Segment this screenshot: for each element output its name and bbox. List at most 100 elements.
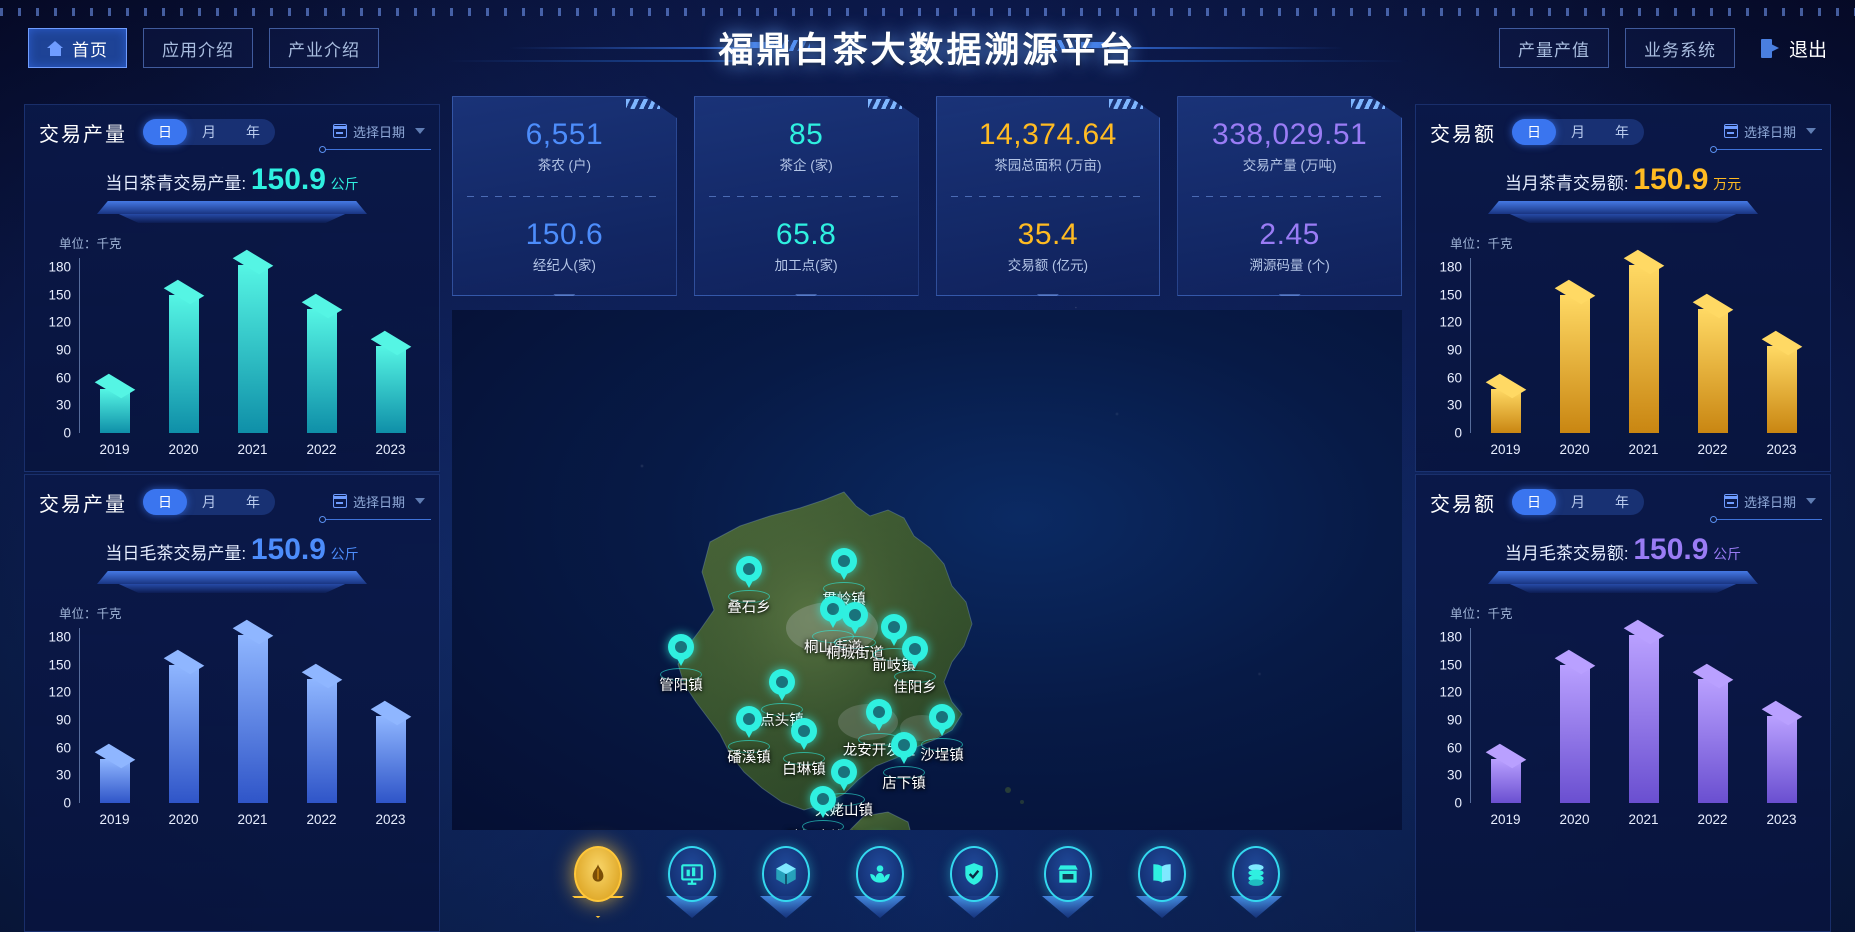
chart-bar-cell[interactable]: 2022 [287,663,356,827]
map-pin[interactable]: 佳阳乡 [893,636,937,696]
map-pin[interactable]: 店下镇 [882,732,926,792]
chart-bar[interactable] [1692,663,1733,803]
map-pin[interactable]: 管阳镇 [659,634,703,694]
region-map[interactable]: 叠石乡 贯岭镇 桐山街道 桐城街道 前岐镇 佳阳乡 管阳镇 点头镇 白琳镇 磻溪镇 龙安开发区 沙埕镇… [452,310,1402,830]
period-option-month[interactable]: 月 [1571,124,1585,140]
chart-bar[interactable] [370,330,411,433]
rail-item-store[interactable] [1042,846,1094,918]
period-option-day[interactable]: 日 [143,119,187,145]
period-option-day[interactable]: 日 [143,489,187,515]
rail-item-chart-board[interactable] [666,846,718,918]
chart-bar-cell[interactable]: 2022 [1678,293,1747,457]
kpi-card-enterprises[interactable]: 85 茶企 (家) 65.8 加工点(家) [693,96,919,296]
chart-bar[interactable] [1761,700,1802,803]
rail-item-hands-plant[interactable] [854,846,906,918]
nav-item-business-system[interactable]: 业务系统 [1624,28,1735,68]
chart-bar-cell[interactable]: 2020 [1540,649,1609,827]
date-picker[interactable]: 选择日期 [1709,492,1822,523]
date-picker-handle[interactable] [318,145,326,153]
chart-bar[interactable] [301,293,342,433]
chart-bar[interactable] [1485,743,1526,803]
chart-bar-cell[interactable]: 2022 [1678,663,1747,827]
chart-bar-cell[interactable]: 2023 [1747,330,1816,457]
chart-bar-cell[interactable]: 2019 [1471,373,1540,457]
date-picker-handle[interactable] [1709,515,1717,523]
nav-item-home[interactable]: 首页 [28,28,127,68]
chart-bar[interactable] [1623,250,1664,433]
chart-bar-cell[interactable]: 2019 [1471,743,1540,827]
chart-bar-top-cap [301,663,343,690]
chart-bar[interactable] [163,649,204,803]
period-option-day[interactable]: 日 [1512,119,1556,145]
chart-bar-cell[interactable]: 2020 [149,279,218,457]
chart-bar-cell[interactable]: 2022 [287,293,356,457]
chart-bar[interactable] [94,743,135,803]
rail-item-coins[interactable] [1230,846,1282,918]
nav-item-output-value[interactable]: 产量产值 [1498,28,1609,68]
period-option-year[interactable]: 年 [246,494,260,510]
map-pin[interactable]: 桐城街道 [826,602,884,662]
chart-bar[interactable] [1761,330,1802,433]
panel-trade-volume-fresh: 交易产量 日 月 年 选择日期 当日茶青交易产量: 150.9 公斤 单位：千克… [24,104,440,472]
period-option-year[interactable]: 年 [246,124,260,140]
chart-bar[interactable] [94,373,135,433]
chart-bar-cell[interactable]: 2020 [1540,279,1609,457]
kpi-card-farmers[interactable]: 6,551 茶农 (户) 150.6 经纪人(家) [452,96,677,296]
date-picker-handle[interactable] [318,515,326,523]
rail-item-cube-box[interactable] [760,846,812,918]
chart-bar[interactable] [232,250,273,433]
chart-bar-cell[interactable]: 2021 [218,620,287,827]
y-axis-tick-label: 0 [63,795,71,811]
chart-y-axis: 180 150 120 90 60 30 0 [1426,258,1470,441]
chart-bar[interactable] [163,279,204,433]
chart-bar-cell[interactable]: 2023 [356,330,425,457]
map-pin[interactable]: 点头镇 [760,669,804,729]
chart-bar-cell[interactable]: 2019 [80,743,149,827]
period-option-month[interactable]: 月 [202,494,216,510]
rail-item-shield-check[interactable] [948,846,1000,918]
date-picker[interactable]: 选择日期 [318,122,431,153]
map-pin[interactable]: 沙埕镇 [920,704,964,764]
nav-item-industry-intro-label: 产业介绍 [288,40,360,60]
map-pin[interactable]: 龙安开发区 [843,699,915,759]
chart-bar[interactable] [370,700,411,803]
date-picker-handle[interactable] [1709,145,1717,153]
chart-bar[interactable] [232,620,273,803]
chart-bar-cell[interactable]: 2021 [218,250,287,457]
chart-bar-cell[interactable]: 2023 [1747,700,1816,827]
period-option-month[interactable]: 月 [202,124,216,140]
chart-bar-cell[interactable]: 2020 [149,649,218,827]
nav-item-app-intro[interactable]: 应用介绍 [143,28,253,68]
date-picker[interactable]: 选择日期 [1709,122,1822,153]
map-pin[interactable]: 硖门畲族乡 [802,786,844,830]
chart-bar-cell[interactable]: 2021 [1609,250,1678,457]
period-option-day[interactable]: 日 [1512,489,1556,515]
chart-bar-cell[interactable]: 2019 [80,373,149,457]
map-pin[interactable]: 贯岭镇 [822,548,866,608]
map-pin[interactable]: 太姥山镇 [815,759,873,819]
chart-bar[interactable] [1623,620,1664,803]
chart-bar-cell[interactable]: 2023 [356,700,425,827]
chart-bar[interactable] [1692,293,1733,433]
kpi-card-plantation-area[interactable]: 14,374.64 茶园总面积 (万亩) 35.4 交易额 (亿元) [935,96,1161,296]
date-picker[interactable]: 选择日期 [318,492,431,523]
map-pin[interactable]: 磻溪镇 [727,706,771,766]
kpi-card-trade-volume[interactable]: 338,029.51 交易产量 (万吨) 2.45 溯源码量 (个) [1177,96,1402,296]
rail-item-book[interactable] [1136,846,1188,918]
chart-bar[interactable] [301,663,342,803]
logout-icon [1760,38,1780,58]
period-option-year[interactable]: 年 [1615,124,1629,140]
chart-bar[interactable] [1485,373,1526,433]
map-pin[interactable]: 桐山街道 [804,596,862,656]
period-option-month[interactable]: 月 [1571,494,1585,510]
logout-button[interactable]: 退出 [1760,35,1827,62]
chart-bar[interactable] [1554,649,1595,803]
map-pin[interactable]: 叠石乡 [727,556,771,616]
rail-item-tea-leaf[interactable] [572,846,624,918]
map-pin[interactable]: 白琳镇 [782,718,826,778]
chart-bar[interactable] [1554,279,1595,433]
nav-item-industry-intro[interactable]: 产业介绍 [269,28,379,68]
period-option-year[interactable]: 年 [1615,494,1629,510]
y-axis-tick-label: 30 [55,397,71,413]
chart-bar-cell[interactable]: 2021 [1609,620,1678,827]
